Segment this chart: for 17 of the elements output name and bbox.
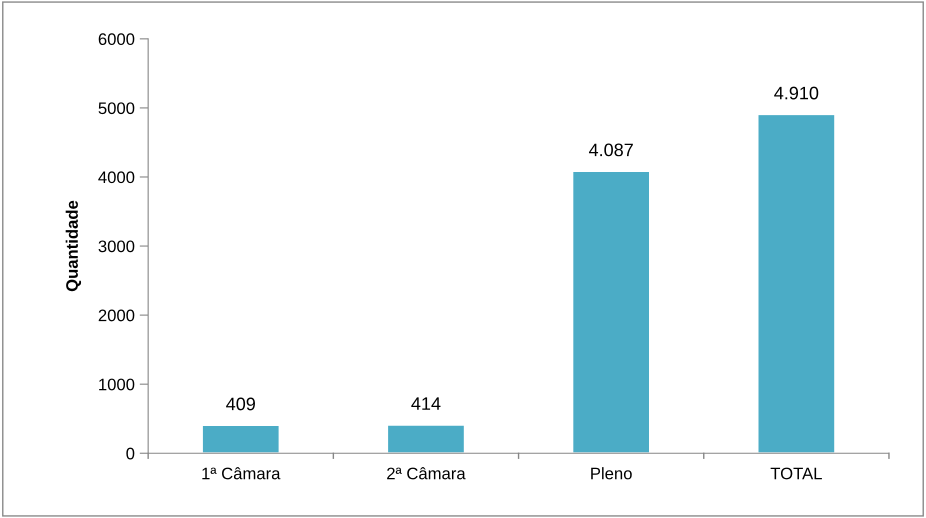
y-tick-label: 3000 [98, 240, 134, 252]
data-label: 4.087 [588, 144, 633, 156]
data-label: 4.910 [774, 86, 818, 100]
y-tick-label: 1000 [99, 378, 134, 390]
data-label: 409 [226, 398, 255, 410]
x-tick-label: 2ª Câmara [387, 467, 466, 480]
x-tick-label: 1ª Câmara [202, 467, 280, 480]
data-label: 414 [411, 397, 440, 410]
y-axis-title: Quantidade [66, 200, 82, 292]
y-tick-label: 0 [126, 448, 134, 460]
y-tick-label: 5000 [98, 102, 134, 114]
x-tick-label: TOTAL [770, 468, 822, 480]
bar [386, 424, 466, 454]
y-tick-label: 6000 [98, 33, 134, 46]
y-tick-label: 4000 [98, 171, 134, 184]
x-tick-label: Pleno [591, 467, 632, 480]
y-tick-label: 2000 [98, 310, 134, 322]
